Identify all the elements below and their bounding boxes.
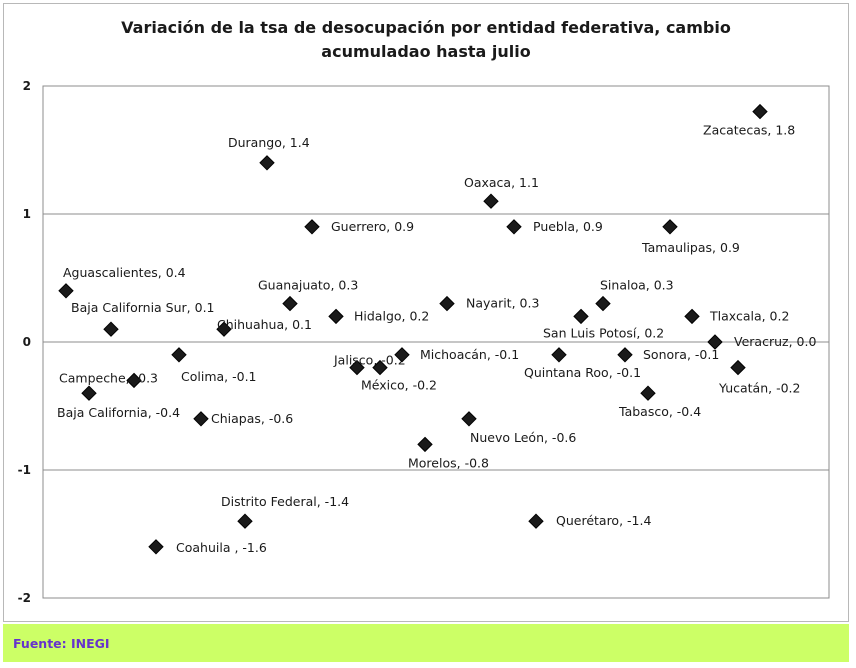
data-point-label: Yucatán, -0.2: [718, 381, 800, 396]
data-point-label: Aguascalientes, 0.4: [63, 265, 186, 280]
data-point-marker: [551, 347, 567, 363]
data-point-marker: [81, 385, 97, 401]
data-point-label: Nuevo León, -0.6: [470, 430, 576, 445]
source-text: Fuente: INEGI: [13, 636, 110, 651]
data-point-label: San Luis Potosí, 0.2: [543, 325, 664, 340]
data-point-marker: [328, 308, 344, 325]
data-point-label: Baja California Sur, 0.1: [71, 300, 215, 315]
data-point-marker: [304, 219, 320, 235]
data-point-label: Sonora, -0.1: [643, 347, 719, 362]
chart-frame: [3, 3, 849, 622]
data-point-label: Nayarit, 0.3: [466, 296, 539, 311]
chart-title: Variación de la tsa de desocupación por …: [3, 16, 849, 64]
data-point-label: Distrito Federal, -1.4: [221, 494, 349, 509]
y-tick-label: -1: [18, 463, 31, 477]
y-tick-label: 0: [23, 335, 31, 349]
data-point-label: Durango, 1.4: [228, 135, 310, 150]
data-point-label: Veracruz, 0.0: [734, 334, 816, 349]
data-point-marker: [730, 359, 746, 376]
data-point-label: Querétaro, -1.4: [556, 513, 651, 528]
data-point-label: Campeche, -0.3: [59, 370, 158, 385]
y-tick-label: 1: [23, 207, 31, 221]
data-point-label: Tabasco, -0.4: [618, 404, 701, 419]
data-point-marker: [640, 385, 656, 401]
y-tick-label: -2: [18, 591, 31, 605]
data-point-marker: [216, 321, 232, 337]
source-footer: Fuente: INEGI: [3, 624, 849, 662]
data-point-label: Jalisco, -0.2: [333, 353, 406, 368]
data-point-label: Quintana Roo, -0.1: [524, 365, 641, 380]
data-point-marker: [349, 359, 365, 376]
data-point-marker: [752, 103, 768, 120]
data-point-marker: [707, 334, 723, 350]
data-point-marker: [684, 308, 700, 325]
data-point-label: Puebla, 0.9: [533, 219, 603, 234]
data-point-marker: [193, 411, 209, 427]
data-point-label: Coahuila , -1.6: [176, 540, 267, 555]
data-point-label: Sinaloa, 0.3: [600, 278, 674, 293]
data-point-marker: [237, 513, 253, 529]
data-point-marker: [483, 193, 499, 209]
data-point-marker: [126, 372, 142, 389]
data-point-label: Guerrero, 0.9: [331, 219, 414, 234]
data-point-label: Zacatecas, 1.8: [703, 123, 795, 138]
data-point-label: Tlaxcala, 0.2: [709, 308, 789, 323]
data-point-marker: [171, 347, 187, 363]
data-point-marker: [461, 411, 477, 427]
chart-title-line-1: Variación de la tsa de desocupación por …: [121, 18, 731, 37]
data-point-marker: [394, 347, 410, 363]
data-point-marker: [103, 321, 119, 337]
data-point-label: México, -0.2: [361, 378, 437, 393]
data-point-label: Baja California, -0.4: [57, 405, 180, 420]
data-point-marker: [259, 155, 275, 171]
data-point-marker: [417, 436, 433, 453]
data-point-marker: [506, 219, 522, 235]
data-point-label: Tamaulipas, 0.9: [641, 240, 740, 255]
data-point-label: Morelos, -0.8: [408, 455, 489, 470]
data-point-label: Chihuahua, 0.1: [217, 317, 312, 332]
data-point-marker: [282, 295, 298, 312]
data-point-marker: [58, 283, 74, 299]
y-tick-label: 2: [23, 79, 31, 93]
data-point-label: Oaxaca, 1.1: [464, 175, 539, 190]
data-point-marker: [372, 359, 388, 376]
data-point-marker: [617, 347, 633, 363]
data-point-label: Colima, -0.1: [181, 369, 257, 384]
data-point-label: Hidalgo, 0.2: [354, 308, 429, 323]
chart-title-line-2: acumuladao hasta julio: [321, 42, 531, 61]
data-point-marker: [439, 295, 455, 312]
data-point-marker: [528, 513, 544, 529]
data-point-label: Guanajuato, 0.3: [258, 278, 358, 293]
data-point-marker: [573, 308, 589, 325]
data-point-marker: [662, 219, 678, 235]
data-point-marker: [595, 295, 611, 312]
data-point-label: Michoacán, -0.1: [420, 347, 519, 362]
data-point-label: Chiapas, -0.6: [211, 411, 293, 426]
data-point-marker: [148, 539, 164, 555]
